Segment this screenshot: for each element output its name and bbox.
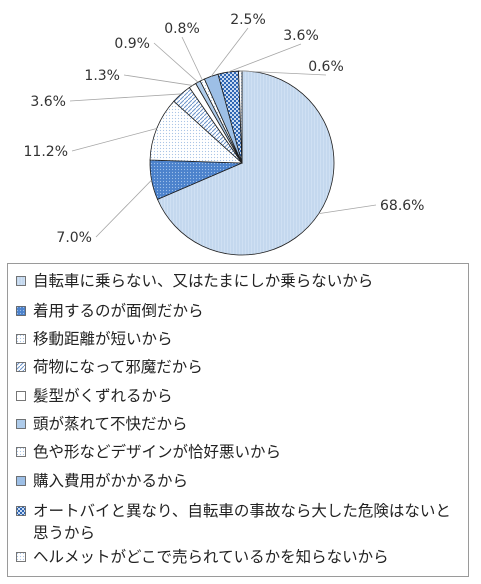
legend-swatch [16, 362, 26, 372]
legend-item: 移動距離が短いから [16, 328, 173, 350]
leader-line [318, 204, 377, 214]
slice-value-label: 0.8% [164, 21, 200, 37]
leader-line [95, 179, 152, 238]
legend-item: 色や形などデザインが恰好悪いから [16, 441, 281, 463]
leader-line [123, 74, 193, 86]
leader-line [153, 42, 199, 83]
slice-value-label: 7.0% [56, 230, 92, 246]
legend-item: 自転車に乗らない、又はたまにしか乗らないから [16, 270, 373, 292]
legend-swatch [16, 552, 26, 562]
slice-value-label: 11.2% [24, 144, 68, 160]
legend-item: 購入費用がかかるから [16, 470, 188, 492]
legend-item: 着用するのが面倒だから [16, 300, 204, 322]
legend-swatch [16, 334, 26, 344]
legend-swatch [16, 306, 26, 316]
legend-label: 購入費用がかかるから [33, 472, 189, 490]
leader-line [240, 70, 327, 76]
pie-slice [156, 70, 335, 256]
legend-swatch [16, 391, 26, 401]
legend-item: オートバイと異なり、自転車の事故なら大した危険はないと思うから [16, 500, 456, 544]
legend-label: ヘルメットがどこで売られているかを知らないから [33, 548, 389, 566]
legend-label: 着用するのが面倒だから [33, 302, 204, 320]
legend-label: 自転車に乗らない、又はたまにしか乗らないから [33, 272, 374, 290]
slice-value-label: 1.3% [84, 68, 120, 84]
leader-line [181, 36, 203, 81]
leader-line [71, 128, 157, 152]
leader-line [210, 27, 249, 77]
legend-item: ヘルメットがどこで売られているかを知らないから [16, 546, 389, 568]
pie-chart: 68.6% 7.0% 11.2% 3.6% 1.3% 0.9% 0.8% 2.5% 3.6% 0.… [24, 12, 424, 256]
slice-value-label: 3.6% [30, 94, 66, 110]
legend-label: 髪型がくずれるから [33, 387, 173, 405]
legend-swatch [16, 419, 26, 429]
leader-line [69, 93, 182, 102]
legend: 自転車に乗らない、又はたまにしか乗らないから 着用するのが面倒だから 移動距離が短い… [7, 263, 469, 577]
legend-item: 髪型がくずれるから [16, 385, 173, 407]
legend-label: 頭が蒸れて不快だから [33, 415, 188, 433]
slice-value-label: 0.6% [308, 59, 344, 75]
legend-swatch [16, 476, 26, 486]
legend-item: 荷物になって邪魔だから [16, 356, 203, 378]
slice-value-label: 2.5% [230, 12, 266, 28]
legend-label: オートバイと異なり、自転車の事故なら大した危険はないと思うから [33, 502, 451, 542]
legend-swatch [16, 447, 26, 457]
legend-swatch [16, 276, 26, 286]
pie-slice [149, 100, 244, 164]
legend-item: 頭が蒸れて不快だから [16, 413, 188, 435]
slice-value-label: 68.6% [380, 198, 424, 214]
legend-label: 色や形などデザインが恰好悪いから [33, 443, 282, 461]
legend-label: 荷物になって邪魔だから [33, 358, 203, 376]
leader-line [228, 43, 302, 73]
slice-value-label: 3.6% [283, 28, 319, 44]
slice-value-label: 0.9% [114, 36, 150, 52]
legend-swatch [16, 506, 26, 516]
legend-label: 移動距離が短いから [33, 330, 173, 348]
